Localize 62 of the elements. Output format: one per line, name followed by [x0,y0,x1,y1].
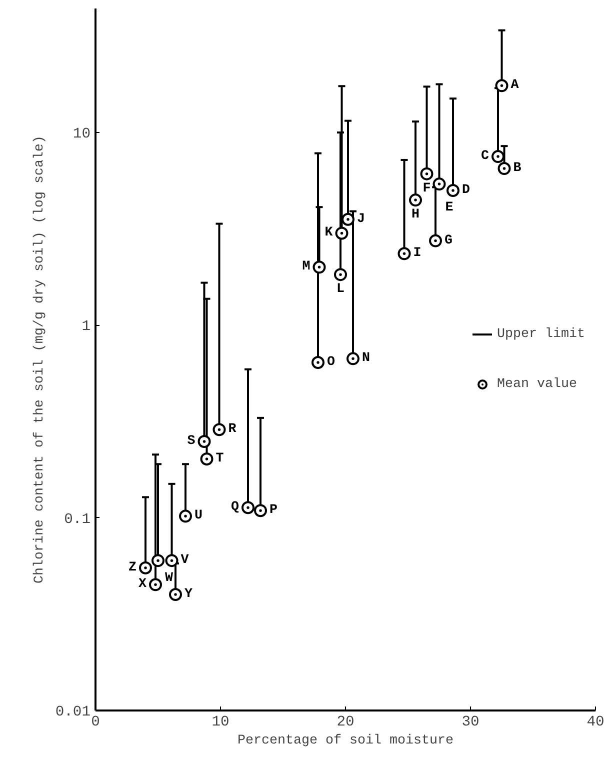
annotation: H [412,208,420,223]
annotation: N [362,351,370,366]
annotation: E [445,200,454,216]
x-tick-label: 0 [91,714,100,730]
annotation: Y [184,587,192,602]
point [446,184,460,197]
annotation: U [194,508,202,524]
annotation: G [444,233,452,248]
point [152,554,164,568]
annotation: R [228,422,236,438]
annotation: T [216,451,224,466]
point [346,352,360,366]
y-tick-label: 0.01 [55,704,91,720]
point [312,260,326,274]
point [149,578,162,592]
annotation: J [357,212,365,227]
x-tick-label: 30 [462,714,480,730]
annotation: L [336,282,344,298]
y-tick-label: 1 [82,319,91,336]
point [254,504,267,518]
point [420,167,434,180]
annotation: Q [231,500,239,516]
annotation: M [302,260,310,275]
annotation: F [422,181,431,196]
point [409,194,422,207]
annotation: Z [128,560,136,576]
annotation: O [327,354,335,370]
annotation: D [462,182,470,198]
annotation: B [513,161,522,176]
point [492,150,504,164]
y-axis-title: Chlorine content of the soil (mg/g dry soil) (log scale) [32,136,48,584]
legend-label: Mean value [497,376,577,392]
annotation: S [187,434,196,449]
annotation: I [413,246,422,262]
x-tick-label: 40 [586,714,604,730]
point [242,501,254,514]
point [398,247,411,260]
point [200,452,214,466]
point [179,510,192,523]
point [198,435,211,448]
annotation: W [165,571,173,586]
annotation: Upper limit [497,326,585,342]
point [429,234,442,248]
point [335,226,348,240]
x-axis-title: Percentage of soil moisture [238,734,454,748]
point [169,588,182,601]
y-tick-label: 10 [72,126,91,142]
point [498,162,511,176]
point [342,212,354,226]
y-tick-label: 0.1 [64,512,91,528]
annotation: P [270,503,278,518]
annotation: C [481,149,489,164]
x-tick-label: 20 [336,714,354,730]
x-tick-label: 10 [212,714,230,730]
point [312,356,324,369]
annotation: K [324,226,333,241]
point [212,423,226,436]
point [334,268,347,282]
annotation: V [180,553,189,568]
annotation: X [138,577,146,592]
annotation: A [510,78,519,94]
point [139,561,152,574]
